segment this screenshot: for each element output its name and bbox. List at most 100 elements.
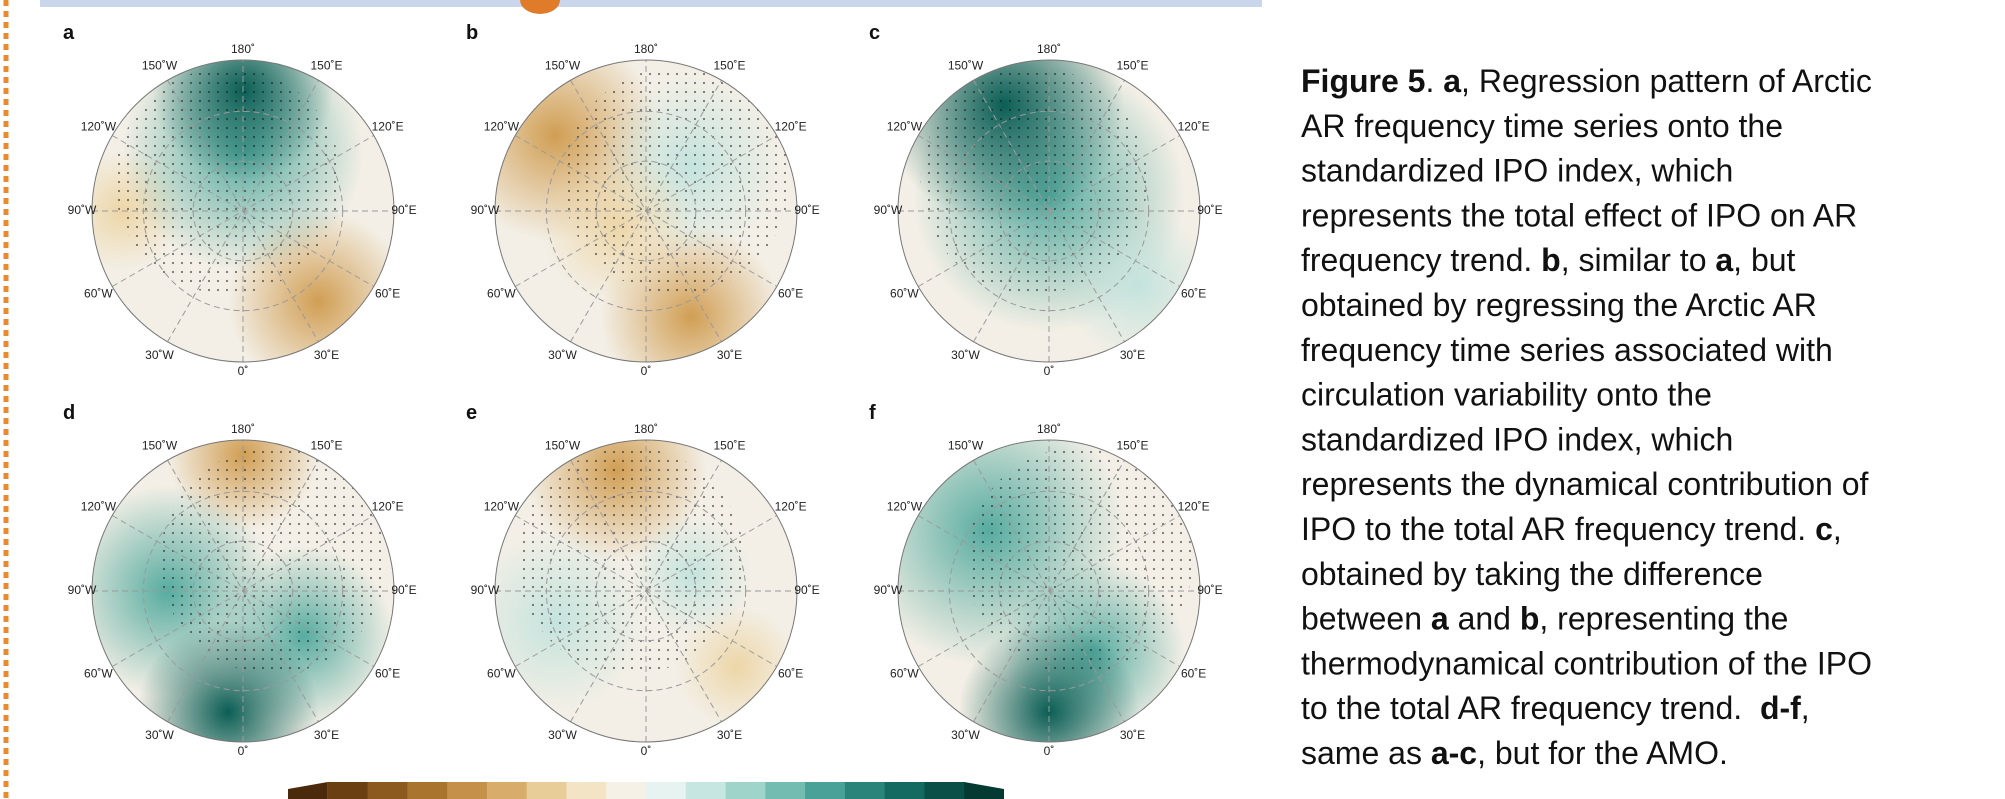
colorbar-cell (447, 782, 487, 799)
caption-segment: represents the total effect of IPO on AR (1301, 197, 1857, 233)
figure-page: a 180˚ 150˚E 120˚E 90˚E 60˚E 30˚E 0˚ 30˚W 60˚W 90˚… (0, 0, 2005, 799)
longitude-label: 30˚W (145, 348, 174, 362)
map-field (450, 30, 797, 408)
colorbar-cell (845, 782, 885, 799)
longitude-label: 90˚W (874, 583, 903, 597)
longitude-label: 180˚ (634, 422, 658, 436)
longitude-label: 0˚ (641, 364, 652, 378)
caption-line: represents the dynamical contribution of (1301, 466, 1869, 502)
colorbar-cell (646, 782, 686, 799)
longitude-label: 30˚E (1120, 348, 1145, 362)
map-field (853, 395, 1200, 799)
longitude-label: 60˚W (84, 287, 113, 301)
caption-line: IPO to the total AR frequency trend. c, (1301, 511, 1842, 547)
longitude-label: 60˚E (1181, 667, 1206, 681)
panel-label: a (63, 22, 75, 44)
caption-line: standardized IPO index, which (1301, 153, 1733, 189)
caption-line: obtained by regressing the Arctic AR (1301, 287, 1817, 323)
longitude-label: 30˚E (717, 348, 742, 362)
colorbar-cell (606, 782, 646, 799)
caption-line: frequency trend. b, similar to a, but (1301, 242, 1796, 278)
caption-segment: represents the dynamical contribution of (1301, 466, 1869, 502)
longitude-label: 90˚E (794, 583, 819, 597)
longitude-label: 30˚W (548, 348, 577, 362)
caption-segment: to the total AR frequency trend. (1301, 690, 1760, 726)
caption-segment: , similar to (1561, 242, 1716, 278)
stippling (966, 448, 1193, 675)
longitude-label: 90˚E (391, 203, 416, 217)
longitude-label: 120˚E (372, 500, 404, 514)
caption-segment: obtained by taking the difference (1301, 556, 1763, 592)
stippling (921, 68, 1148, 294)
longitude-label: 120˚E (1178, 500, 1210, 514)
longitude-label: 120˚W (81, 120, 117, 134)
longitude-label: 150˚W (948, 59, 984, 73)
top-bar (40, 0, 1262, 7)
caption-segment: and (1449, 601, 1520, 637)
caption-segment: Figure 5 (1301, 63, 1425, 99)
longitude-label: 120˚E (775, 500, 807, 514)
caption-segment: a (1443, 63, 1461, 99)
caption-line: circulation variability onto the (1301, 377, 1712, 413)
longitude-label: 180˚ (1037, 42, 1061, 56)
longitude-label: 30˚E (1120, 728, 1145, 742)
caption-line: obtained by taking the difference (1301, 556, 1763, 592)
longitude-label: 120˚W (887, 500, 923, 514)
longitude-label: 120˚E (1178, 120, 1210, 134)
caption-segment: a (1715, 242, 1733, 278)
longitude-label: 90˚W (471, 583, 500, 597)
stippling (563, 68, 790, 294)
longitude-label: 150˚E (713, 439, 745, 453)
caption-segment: IPO to the total AR frequency trend. (1301, 511, 1815, 547)
longitude-label: 60˚E (1181, 287, 1206, 301)
colorbar-cell (368, 782, 408, 799)
colorbar-cell (686, 782, 726, 799)
longitude-label: 60˚W (890, 287, 919, 301)
longitude-label: 60˚W (84, 667, 113, 681)
longitude-label: 30˚E (314, 348, 339, 362)
caption-line: between a and b, representing the (1301, 601, 1788, 637)
longitude-label: 90˚W (471, 203, 500, 217)
caption-line: Figure 5. a, Regression pattern of Arcti… (1301, 63, 1872, 99)
colorbar-cell (924, 782, 964, 799)
longitude-label: 0˚ (1044, 744, 1055, 758)
longitude-label: 0˚ (238, 744, 249, 758)
map-field (62, 0, 409, 392)
longitude-label: 30˚W (145, 728, 174, 742)
caption-segment: , (1833, 511, 1842, 547)
caption-segment: , but (1733, 242, 1795, 278)
panel-label: c (869, 22, 880, 44)
caption-line: represents the total effect of IPO on AR (1301, 197, 1857, 233)
longitude-label: 60˚E (375, 287, 400, 301)
longitude-label: 150˚W (545, 59, 581, 73)
caption-segment: a (1431, 601, 1449, 637)
stippling (115, 68, 342, 294)
longitude-label: 150˚W (142, 439, 178, 453)
caption-segment: , (1801, 690, 1810, 726)
colorbar-cell (805, 782, 845, 799)
caption-segment: c (1815, 511, 1833, 547)
longitude-label: 150˚E (713, 59, 745, 73)
longitude-label: 0˚ (1044, 364, 1055, 378)
caption-line: same as a-c, but for the AMO. (1301, 735, 1728, 771)
colorbar-cell (288, 782, 328, 799)
longitude-label: 150˚E (1116, 59, 1148, 73)
caption-line: to the total AR frequency trend. d-f, (1301, 690, 1810, 726)
longitude-label: 120˚E (775, 120, 807, 134)
map-panel: f180˚150˚E120˚E90˚E60˚E30˚E0˚30˚W60˚W90˚… (853, 395, 1223, 799)
longitude-label: 30˚E (717, 728, 742, 742)
map-field (465, 380, 797, 742)
stippling (518, 448, 745, 675)
caption-segment: thermodynamical contribution of the IPO (1301, 645, 1872, 681)
caption-line: frequency time series associated with (1301, 332, 1833, 368)
caption-segment: obtained by regressing the Arctic AR (1301, 287, 1817, 323)
longitude-label: 120˚W (484, 500, 520, 514)
longitude-label: 90˚W (874, 203, 903, 217)
longitude-label: 60˚W (487, 667, 516, 681)
longitude-label: 120˚W (887, 120, 923, 134)
longitude-label: 60˚W (890, 667, 919, 681)
panel-label: b (466, 22, 478, 44)
